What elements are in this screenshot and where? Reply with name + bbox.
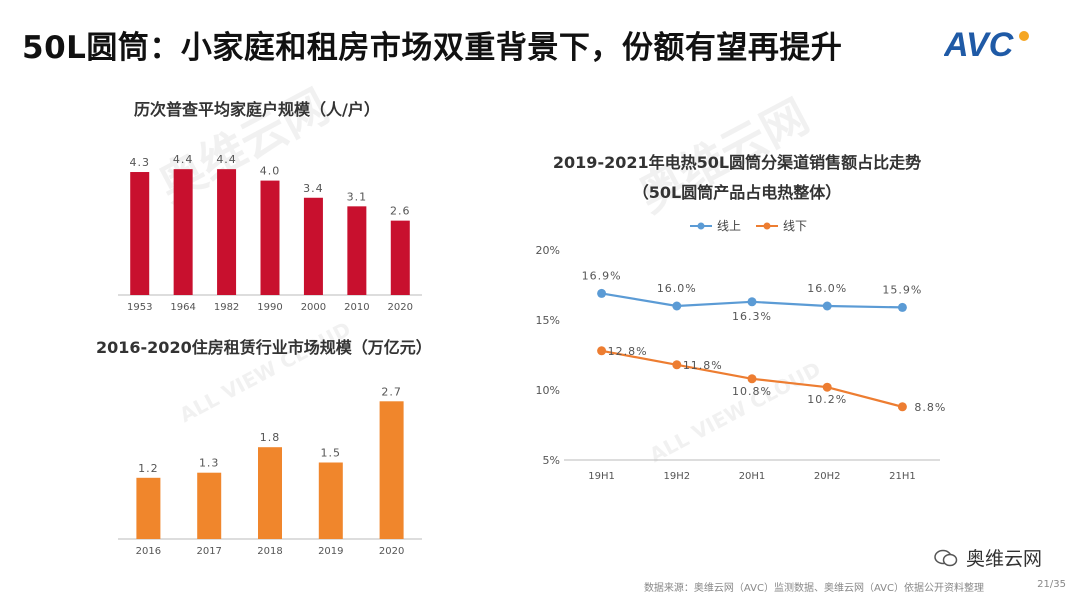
bar: [197, 472, 222, 539]
x-tick-label: 2018: [257, 546, 282, 557]
x-tick-label: 1990: [257, 302, 282, 313]
x-tick-label: 2020: [388, 302, 413, 313]
bar: [217, 169, 237, 295]
data-point: [597, 288, 607, 298]
x-tick-label: 1953: [127, 302, 152, 313]
x-tick-label: 2016: [136, 546, 161, 557]
data-label: 1.8: [260, 431, 281, 444]
data-point: [822, 301, 832, 311]
bar: [173, 169, 193, 295]
source-note: 数据来源：奥维云网（AVC）监测数据、奥维云网（AVC）依据公开资料整理: [643, 583, 984, 594]
x-tick-label: 2020: [379, 546, 404, 557]
data-point: [672, 301, 682, 311]
x-tick-label: 21H1: [889, 471, 916, 482]
data-point: [597, 346, 607, 356]
data-label: 1.5: [321, 447, 342, 460]
data-label: 4.3: [129, 156, 150, 169]
avc-logo: AVC: [944, 26, 1029, 64]
rental-chart-title: 2016-2020住房租赁行业市场规模（万亿元）: [96, 338, 432, 357]
bar: [318, 462, 343, 539]
slide-title: 50L圆筒：小家庭和租房市场双重背景下，份额有望再提升: [22, 30, 843, 66]
x-tick-label: 2000: [301, 302, 326, 313]
bar: [130, 172, 150, 295]
household-chart-title: 历次普查平均家庭户规模（人/户）: [134, 100, 380, 119]
data-label: 16.0%: [807, 282, 847, 295]
wechat-account: 奥维云网: [934, 544, 1042, 571]
data-label: 11.8%: [683, 359, 723, 372]
data-label: 4.4: [216, 153, 237, 166]
y-tick-label: 20%: [536, 244, 560, 257]
y-tick-label: 5%: [543, 454, 560, 467]
data-label: 16.3%: [732, 310, 772, 323]
data-label: 3.1: [347, 190, 368, 203]
data-point: [747, 374, 757, 384]
channel-chart-title-line1: 2019-2021年电热50L圆筒分渠道销售额占比走势: [552, 153, 922, 172]
data-label: 12.8%: [608, 345, 648, 358]
bar: [136, 477, 161, 539]
data-point: [897, 402, 907, 412]
household-size-bar-chart: 4.3 1953 4.4 1964 4.4 1982 4.0 1990 3.4 2000 3.1 20…: [118, 153, 422, 313]
legend-marker: [763, 222, 771, 230]
x-tick-label: 19H1: [588, 471, 615, 482]
data-label: 2.7: [381, 385, 402, 398]
data-point: [822, 382, 832, 392]
bar: [260, 180, 280, 295]
data-label: 15.9%: [882, 283, 922, 296]
bar: [347, 206, 367, 295]
channel-share-line-chart: 线上 线下 20% 15% 10% 5% 19H1 19H2 20H1 20H2 21H1 16.9%…: [536, 219, 946, 482]
data-label: 4.0: [260, 165, 281, 178]
x-tick-label: 2010: [344, 302, 369, 313]
wechat-icon: [934, 549, 958, 566]
x-tick-label: 2019: [318, 546, 343, 557]
legend-marker: [697, 222, 705, 230]
wechat-label: 奥维云网: [965, 548, 1042, 570]
bar: [390, 220, 410, 295]
page-number: 21/35: [1037, 579, 1066, 590]
data-label: 1.2: [138, 462, 159, 475]
logo-text: AVC: [944, 26, 1014, 64]
legend-label: 线上: [717, 219, 741, 233]
data-label: 8.8%: [914, 401, 946, 414]
data-point: [747, 297, 757, 307]
data-label: 2.6: [390, 205, 411, 218]
data-label: 4.4: [173, 153, 194, 166]
x-tick-label: 20H2: [814, 471, 841, 482]
bar: [379, 401, 404, 539]
bar: [258, 447, 282, 539]
x-tick-label: 1964: [170, 302, 195, 313]
data-point: [897, 302, 907, 312]
channel-chart-subtitle: （50L圆筒产品占电热整体）: [632, 183, 842, 202]
data-point: [672, 360, 682, 370]
data-label: 1.3: [199, 457, 220, 470]
bar: [303, 197, 323, 295]
data-label: 10.2%: [807, 393, 847, 406]
y-tick-label: 10%: [536, 384, 560, 397]
rental-market-bar-chart: 1.2 2016 1.3 2017 1.8 2018 1.5 2019 2.7 2020: [118, 385, 422, 557]
data-label: 3.4: [303, 182, 324, 195]
x-tick-label: 1982: [214, 302, 239, 313]
x-tick-label: 19H2: [663, 471, 690, 482]
channel-chart-title: 2019-2021年电热50L圆筒分渠道销售额占比走势 （50L圆筒产品占电热整…: [521, 148, 953, 208]
x-tick-label: 20H1: [739, 471, 766, 482]
y-tick-label: 15%: [536, 314, 560, 327]
data-label: 16.0%: [657, 282, 697, 295]
data-label: 10.8%: [732, 385, 772, 398]
data-label: 16.9%: [582, 269, 622, 282]
x-tick-label: 2017: [196, 546, 221, 557]
legend-label: 线下: [783, 219, 807, 233]
